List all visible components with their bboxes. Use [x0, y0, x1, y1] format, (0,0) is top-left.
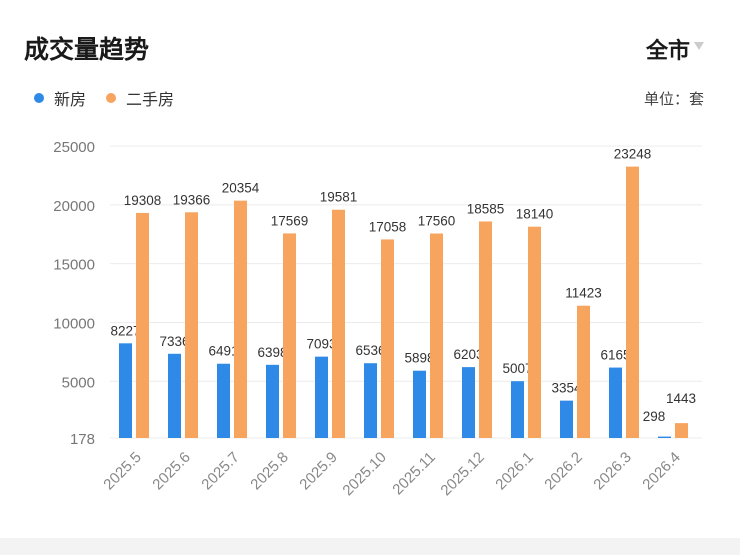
y-tick-label: 178 [70, 431, 95, 448]
y-tick-label: 20000 [53, 198, 95, 215]
bar-resale [430, 233, 443, 438]
data-label: 17560 [418, 214, 456, 229]
x-tick-label: 2026.2 [541, 449, 585, 493]
bar-new [560, 400, 573, 438]
bar-resale [528, 226, 541, 438]
bar-new [315, 356, 328, 438]
data-label: 5898 [404, 351, 434, 366]
bar-resale [234, 200, 247, 438]
y-tick-label: 5000 [62, 374, 95, 391]
y-tick-label: 25000 [53, 139, 95, 156]
bar-resale [626, 166, 639, 438]
legend-label: 二手房 [126, 90, 175, 109]
y-tick-label: 10000 [53, 315, 95, 332]
legend-dot-icon [34, 93, 44, 103]
data-label: 7093 [306, 337, 336, 352]
footer-bar [0, 538, 740, 555]
data-label: 17569 [271, 213, 309, 228]
x-tick-label: 2026.4 [639, 449, 683, 493]
bar-resale [577, 305, 590, 438]
data-label: 19308 [124, 193, 162, 208]
legend: 新房 二手房 [34, 86, 194, 110]
legend-item-new[interactable]: 新房 [34, 86, 86, 110]
data-label: 298 [643, 409, 666, 424]
data-label: 6203 [453, 347, 483, 362]
x-tick-label: 2025.10 [339, 449, 389, 499]
bar-resale [283, 233, 296, 438]
data-label: 6165 [600, 348, 630, 363]
data-label: 3354 [551, 381, 582, 396]
unit-label: 单位：套 [643, 90, 704, 108]
bar-resale [136, 212, 149, 438]
data-label: 19366 [173, 192, 211, 207]
chevron-down-icon[interactable] [694, 42, 704, 50]
bar-resale [479, 221, 492, 438]
data-label: 11423 [565, 286, 602, 301]
bar-new [462, 367, 475, 438]
data-label: 23248 [614, 147, 652, 162]
x-tick-label: 2026.3 [590, 449, 634, 493]
bar-resale [381, 239, 394, 438]
bar-new [217, 363, 230, 438]
data-label: 18585 [467, 201, 505, 216]
data-label: 18140 [516, 207, 554, 222]
bar-resale [675, 423, 688, 438]
bar-new [266, 364, 279, 438]
city-selector[interactable]: 全市 [645, 39, 690, 64]
x-tick-label: 2025.6 [149, 449, 193, 493]
x-tick-label: 2025.7 [198, 449, 242, 493]
data-label: 19581 [320, 190, 358, 205]
x-tick-label: 2025.9 [296, 449, 340, 493]
bar-resale [185, 212, 198, 438]
page-title: 成交量趋势 [24, 35, 150, 64]
bar-new [168, 353, 181, 438]
data-label: 17058 [369, 219, 407, 234]
data-label: 1443 [666, 391, 696, 406]
x-tick-label: 2025.11 [389, 449, 439, 499]
data-label: 7336 [159, 334, 189, 349]
bar-new [364, 363, 377, 438]
data-label: 6491 [208, 344, 238, 359]
bar-new [609, 367, 622, 438]
bar-new [413, 370, 426, 438]
data-label: 5007 [502, 361, 532, 376]
bar-new [119, 343, 132, 438]
y-tick-label: 15000 [53, 257, 95, 274]
bar-new [658, 436, 671, 438]
legend-label: 新房 [54, 90, 87, 109]
x-tick-label: 2026.1 [492, 449, 536, 493]
data-label: 20354 [222, 181, 260, 196]
x-tick-label: 2025.12 [437, 449, 487, 499]
x-tick-label: 2025.5 [100, 449, 144, 493]
data-label: 6398 [257, 345, 287, 360]
data-label: 8227 [110, 323, 140, 338]
legend-dot-icon [106, 93, 117, 103]
bar-resale [332, 209, 345, 438]
data-label: 6536 [355, 343, 385, 358]
x-tick-label: 2025.8 [247, 449, 291, 493]
legend-item-resale[interactable]: 二手房 [106, 86, 174, 110]
bar-new [511, 381, 524, 438]
